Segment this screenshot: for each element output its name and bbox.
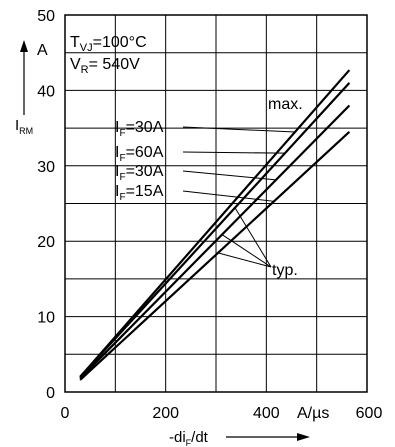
- y-tick-label: 30: [37, 159, 55, 176]
- series-label-3: IF=30A: [115, 163, 164, 183]
- series-line-3: [79, 104, 351, 380]
- tick-labels: 0 200 400 0 10 20 30 40 50: [37, 8, 280, 422]
- series-leader-3: [182, 170, 277, 181]
- y-axis-label: IRM: [15, 117, 33, 136]
- y-axis-arrow-head: [20, 40, 28, 52]
- y-tick-label: 10: [37, 310, 55, 327]
- x-tick-label: 400: [253, 405, 280, 422]
- series-leader-4: [182, 190, 275, 202]
- plot-frame: [64, 14, 368, 393]
- y-unit-label: A: [37, 42, 48, 59]
- series-lines: [79, 69, 351, 381]
- series-label-2: IF=60A: [115, 144, 164, 164]
- condition-tvj: TVJ=100°C: [70, 34, 147, 54]
- x-axis-arrow-head: [297, 433, 310, 441]
- y-tick-label: 40: [37, 83, 55, 100]
- series-leader-1: [182, 126, 296, 133]
- series-leader-2: [182, 151, 286, 154]
- series-label-1: IF=30A: [115, 119, 164, 139]
- x-tick-label-600: 600: [356, 405, 383, 422]
- x-axis-label: -diF/dt: [169, 429, 209, 447]
- series-line-4: [79, 131, 351, 381]
- annotation-leaders: [182, 126, 296, 268]
- x-tick-label: 200: [152, 405, 179, 422]
- x-tick-label: 0: [61, 405, 70, 422]
- series-label-4: IF=15A: [115, 183, 164, 203]
- series-line-1: [79, 69, 351, 378]
- grid: [65, 15, 367, 392]
- y-tick-label: 50: [37, 8, 55, 25]
- y-tick-label: 0: [46, 385, 55, 402]
- series-line-2: [79, 82, 351, 378]
- typ-leader-1: [234, 207, 272, 268]
- typ-leader-2: [221, 234, 272, 268]
- condition-vr: VR= 540V: [70, 56, 140, 76]
- annotation-max: max.: [268, 96, 303, 113]
- typ-leader-3: [217, 252, 272, 268]
- annotation-typ: typ.: [272, 262, 298, 279]
- x-unit-label: A/µs: [297, 405, 329, 422]
- y-tick-label: 20: [37, 234, 55, 251]
